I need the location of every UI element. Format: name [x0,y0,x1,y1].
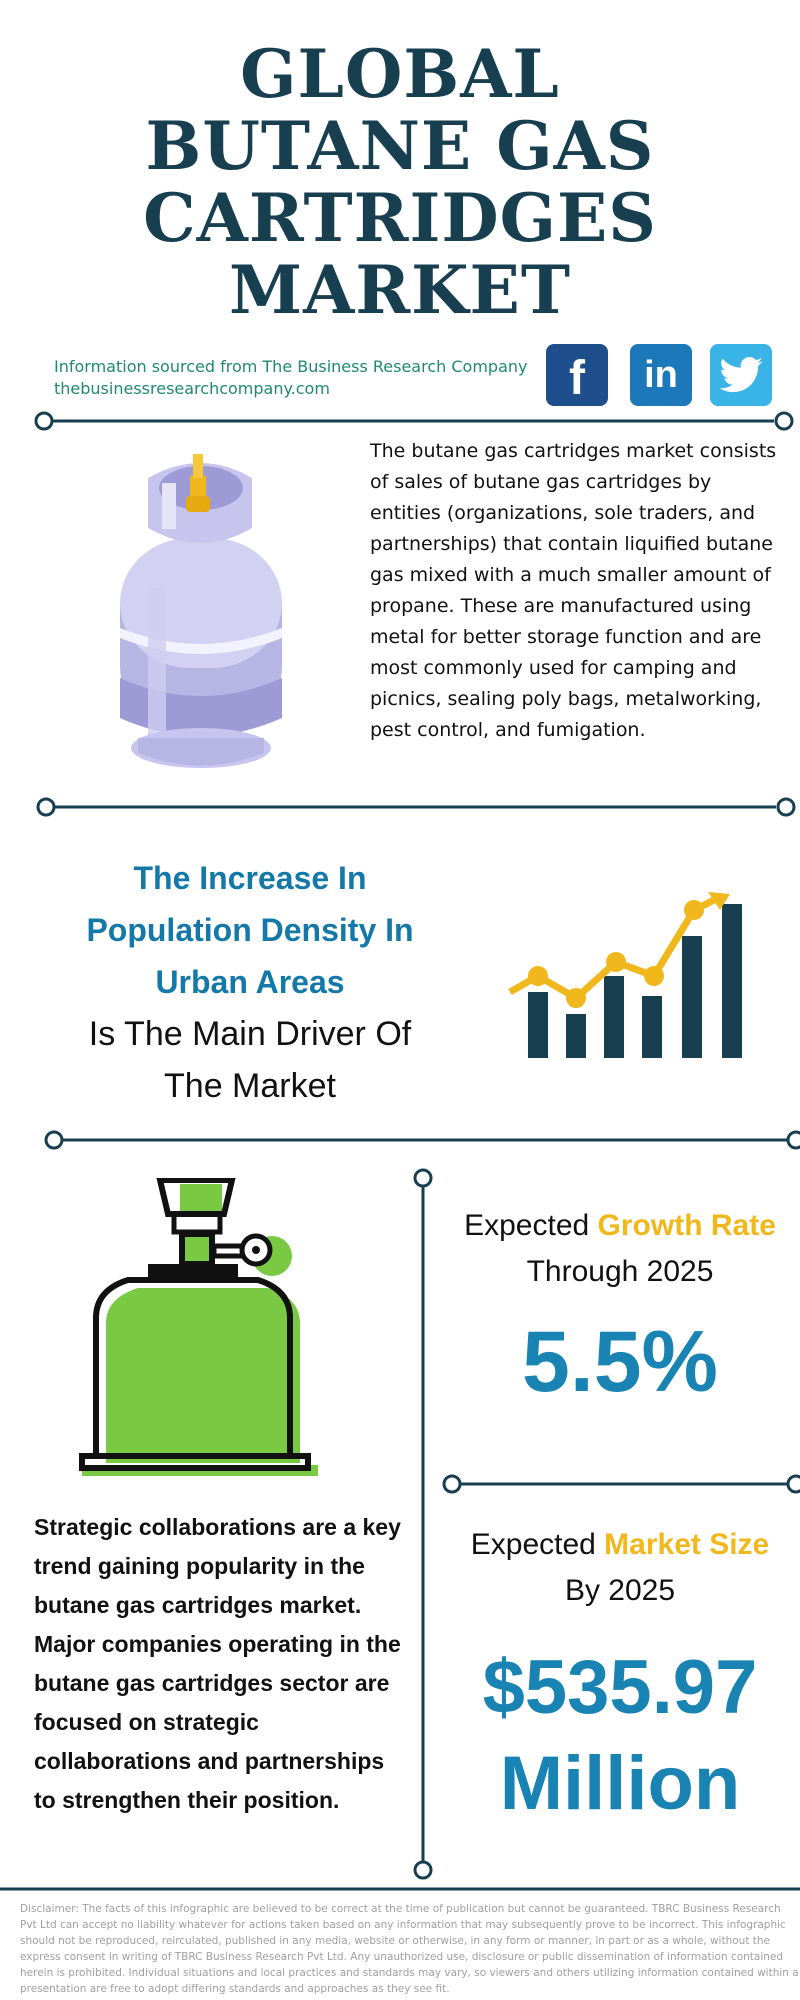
driver-line: Urban Areas [155,964,345,1000]
title-line: CARTRIDGES [143,179,657,257]
growth-rate-label: Expected Growth Rate Through 2025 [440,1203,800,1295]
market-description: The butane gas cartridges market consist… [370,440,777,741]
market-size-value: $535.97 Million [440,1640,800,1832]
market-size-label: Expected Market Size By 2025 [440,1522,800,1614]
linkedin-icon[interactable]: in [630,344,692,406]
market-size-label-prefix: Expected [470,1528,605,1561]
driver-line: Is The Main Driver Of [88,1015,412,1053]
page-title: GLOBAL BUTANE GAS CARTRIDGES MARKET [0,38,800,326]
facebook-icon[interactable]: f [546,344,608,406]
title-line: BUTANE GAS [145,107,655,185]
growth-label-highlight: Growth Rate [597,1209,776,1242]
camping-gas-canister-illustration [79,1178,318,1476]
growth-label-prefix: Expected [464,1209,598,1242]
growth-chart-icon [508,892,742,1058]
key-trend-text: Strategic collaborations are a key trend… [34,1514,401,1813]
market-driver-highlight: The Increase In Population Density In Ur… [60,852,440,1008]
market-driver-text: Is The Main Driver Of The Market [60,1008,440,1112]
twitter-icon[interactable] [710,344,772,406]
driver-line: Population Density In [86,912,414,948]
market-size-amount: $535.97 [482,1645,758,1730]
source-link[interactable]: thebusinessresearchcompany.com [54,379,330,398]
title-line: MARKET [229,251,571,329]
market-size-label-highlight: Market Size [604,1528,770,1561]
linkedin-glyph: in [644,353,678,396]
title-line: GLOBAL [240,35,560,113]
source-info: Information sourced from The Business Re… [54,356,527,400]
market-size-unit: Million [499,1741,741,1826]
twitter-bird-icon [719,357,763,393]
driver-line: The Market [164,1067,336,1105]
disclaimer-text: Disclaimer: The facts of this infographi… [20,1903,799,1995]
source-line: Information sourced from The Business Re… [54,357,528,376]
facebook-glyph: f [569,352,585,405]
market-size-label-period: By 2025 [564,1574,676,1607]
growth-rate-value: 5.5% [521,1314,719,1410]
driver-line: The Increase In [133,860,367,896]
gas-cylinder-illustration [120,454,282,768]
growth-label-period: Through 2025 [526,1255,714,1288]
